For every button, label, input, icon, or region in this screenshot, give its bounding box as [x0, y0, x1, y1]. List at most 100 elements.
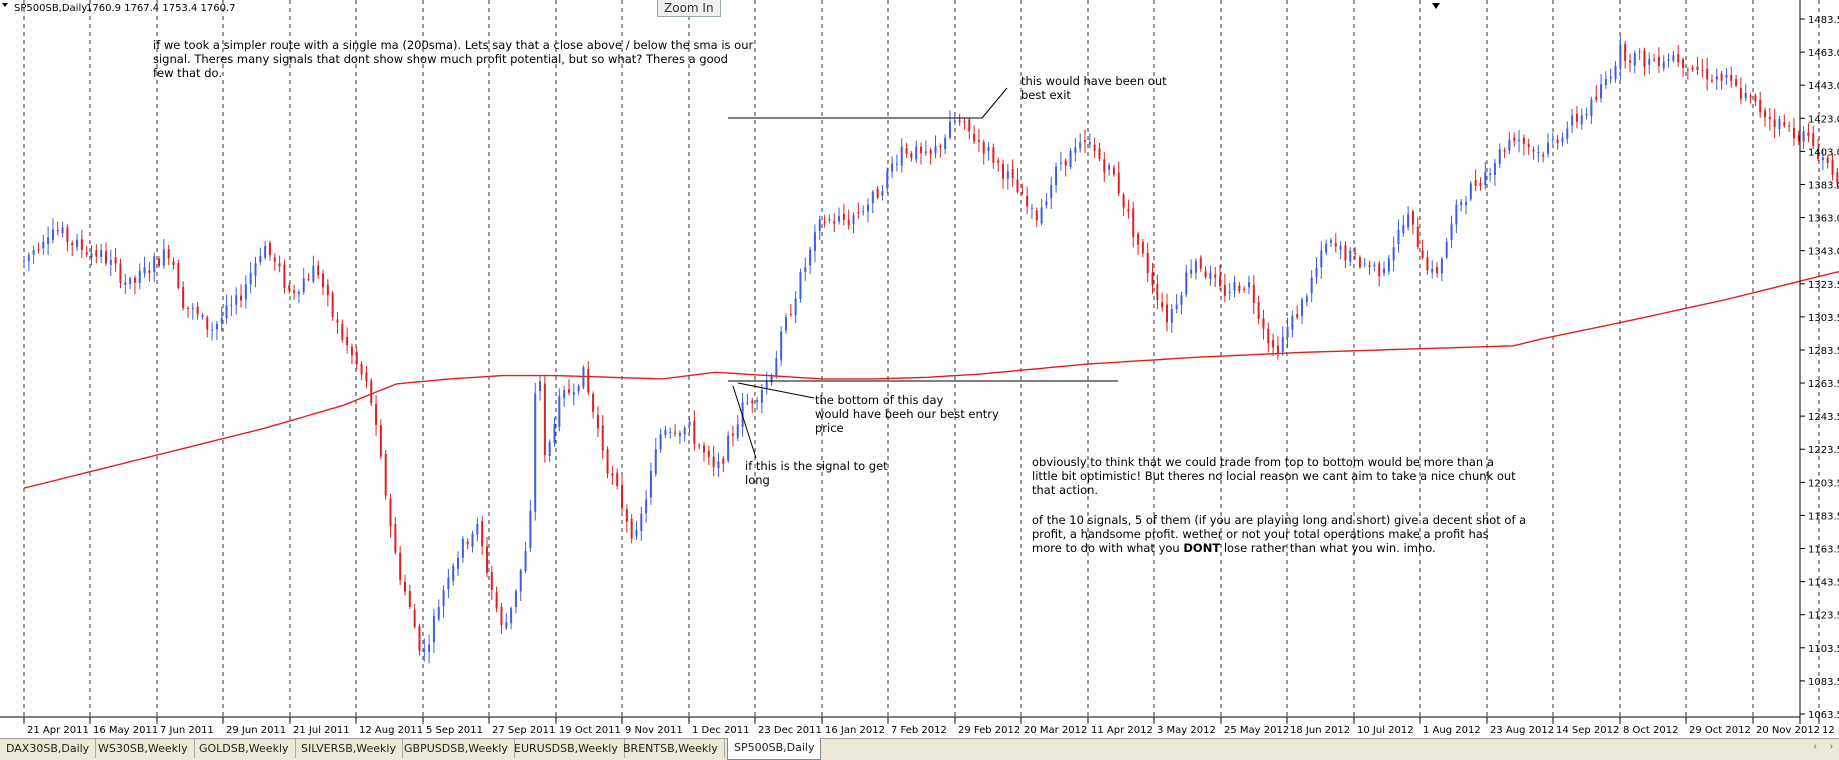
- candle: [71, 240, 74, 257]
- candle: [645, 489, 648, 523]
- tab-gbpusdsb-weekly[interactable]: GBPUSDSB,Weekly: [398, 739, 515, 758]
- candle: [789, 304, 792, 317]
- candle: [1725, 67, 1728, 85]
- candle: [384, 449, 387, 500]
- candle: [148, 261, 151, 282]
- signal-note-line: if this is the signal to get: [745, 459, 888, 473]
- scroll-right-icon[interactable]: ›: [1829, 741, 1833, 752]
- candle: [775, 350, 778, 379]
- candle: [1185, 264, 1188, 297]
- candle: [476, 517, 479, 542]
- candle: [259, 247, 262, 266]
- candle: [592, 391, 595, 419]
- candle: [606, 446, 609, 479]
- candle: [1392, 236, 1395, 272]
- candle: [539, 375, 542, 401]
- price-tick-label: 1143.5: [1808, 578, 1839, 589]
- collapse-icon[interactable]: [2, 3, 8, 7]
- candle: [389, 493, 392, 538]
- candle: [1571, 108, 1574, 133]
- time-tick-label: 12 Dec 2012: [1822, 725, 1839, 736]
- candle: [1802, 126, 1805, 150]
- price-tick-label: 1323.5: [1808, 280, 1839, 291]
- candle: [1223, 273, 1226, 303]
- zoom-in-tooltip: Zoom In: [657, 0, 721, 17]
- tab-ws30sb-weekly[interactable]: WS30SB,Weekly: [92, 739, 195, 758]
- candle: [1108, 162, 1111, 176]
- candle: [1749, 93, 1752, 104]
- candle: [828, 214, 831, 224]
- tab-brentsb-weekly[interactable]: BRENTSB,Weekly: [617, 739, 725, 758]
- candle: [1402, 215, 1405, 237]
- time-tick-label: 23 Dec 2011: [758, 725, 822, 736]
- vertical-gridlines: [23, 0, 1820, 724]
- candle: [1209, 265, 1212, 286]
- candle: [1498, 143, 1501, 168]
- price-tick-label: 1483.5: [1808, 15, 1839, 26]
- candle: [437, 599, 440, 622]
- candle: [1812, 125, 1815, 149]
- candle: [915, 140, 918, 163]
- candle: [447, 569, 450, 598]
- candle: [698, 443, 701, 450]
- tab-eurusdsb-weekly[interactable]: EURUSDSB,Weekly: [508, 739, 625, 758]
- candle: [587, 361, 590, 396]
- candle: [360, 361, 363, 381]
- candle: [621, 475, 624, 514]
- candle: [109, 249, 112, 277]
- candle: [756, 396, 759, 410]
- candle: [1199, 255, 1202, 272]
- candle: [1137, 231, 1140, 255]
- candle: [162, 239, 165, 269]
- candle: [1127, 199, 1130, 219]
- candle: [1175, 293, 1178, 314]
- candle: [992, 143, 995, 169]
- candle: [982, 139, 985, 165]
- shift-marker-icon[interactable]: [1432, 3, 1440, 9]
- candle: [1682, 57, 1685, 77]
- candle: [1600, 74, 1603, 103]
- candle: [1474, 169, 1477, 192]
- candle: [215, 321, 218, 340]
- exit-callout-line[interactable]: [981, 87, 1008, 119]
- tab-dax30sb-daily[interactable]: DAX30SB,Daily: [0, 739, 97, 758]
- tab-silversb-weekly[interactable]: SILVERSB,Weekly: [295, 739, 403, 758]
- price-tick-label: 1343.0: [1808, 247, 1839, 258]
- candle: [196, 302, 199, 320]
- candle: [920, 142, 923, 165]
- candle: [326, 279, 329, 307]
- candle: [1604, 71, 1607, 89]
- scroll-left-icon[interactable]: ‹: [1813, 741, 1817, 752]
- candle: [693, 410, 696, 451]
- time-tick-label: 11 Apr 2012: [1091, 725, 1153, 736]
- candle: [596, 406, 599, 437]
- candle: [143, 256, 146, 278]
- candle: [1561, 132, 1564, 147]
- price-chart[interactable]: 1483.5 1463.0 1443.0 1423.0 1403.0 1383.0 1363…: [0, 0, 1839, 738]
- candle: [1764, 107, 1767, 127]
- time-tick-label: 20 Nov 2012: [1756, 725, 1820, 736]
- tab-sp500sb-daily[interactable]: SP500SB,Daily: [727, 738, 822, 760]
- candle: [799, 268, 802, 303]
- summary-note-1-line: little bit optimistic! But theres no loc…: [1032, 469, 1516, 483]
- candle: [80, 230, 83, 259]
- candle: [307, 273, 310, 281]
- price-tick-label: 1463.0: [1808, 48, 1839, 59]
- candle: [235, 287, 238, 315]
- candle: [1011, 159, 1014, 188]
- signal-callout-line[interactable]: [732, 385, 757, 459]
- candle: [302, 267, 305, 295]
- price-axis: 1483.5 1463.0 1443.0 1423.0 1403.0 1383.0 1363…: [1799, 0, 1839, 724]
- entry-callout-line[interactable]: [737, 382, 815, 399]
- candle: [124, 273, 127, 294]
- candle: [355, 347, 358, 370]
- candle: [1537, 144, 1540, 163]
- candle: [114, 247, 117, 272]
- tab-goldsb-weekly[interactable]: GOLDSB,Weekly: [193, 739, 296, 758]
- price-tick-label: 1423.0: [1808, 114, 1839, 125]
- candle: [1667, 53, 1670, 68]
- price-tick-label: 1083.5: [1808, 677, 1839, 688]
- candle: [1754, 93, 1757, 107]
- time-tick-label: 3 May 2012: [1157, 725, 1216, 736]
- candle: [804, 257, 807, 282]
